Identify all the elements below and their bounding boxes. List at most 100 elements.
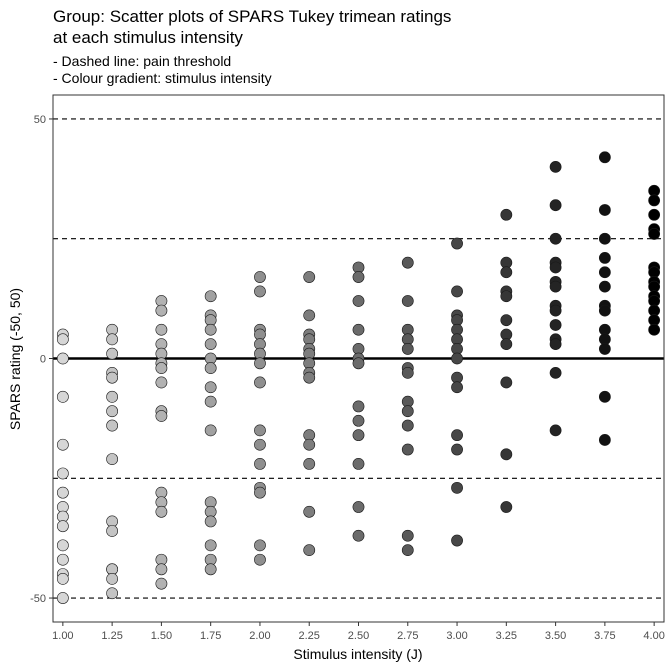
data-point bbox=[106, 587, 119, 600]
y-axis-label: SPARS rating (-50, 50) bbox=[7, 287, 23, 431]
chart-subtitle: - Dashed line: pain threshold - Colour g… bbox=[53, 53, 272, 87]
data-point bbox=[401, 544, 414, 557]
x-tick-label: 2.50 bbox=[348, 630, 369, 642]
x-tick-label: 4.00 bbox=[643, 630, 664, 642]
data-point bbox=[352, 457, 365, 470]
data-point bbox=[500, 314, 513, 327]
data-point bbox=[254, 376, 266, 389]
data-point bbox=[401, 295, 414, 307]
data-point bbox=[598, 266, 611, 279]
data-point bbox=[549, 338, 562, 351]
data-point bbox=[598, 232, 611, 245]
data-point bbox=[500, 290, 513, 303]
data-point bbox=[254, 486, 266, 499]
data-point bbox=[106, 390, 119, 403]
chart-subtitle-line-1: - Dashed line: pain threshold bbox=[53, 53, 232, 69]
data-point bbox=[352, 501, 365, 513]
data-point bbox=[500, 376, 513, 389]
data-point bbox=[204, 539, 217, 552]
data-point bbox=[451, 237, 463, 250]
data-point bbox=[401, 366, 414, 379]
data-point bbox=[204, 515, 217, 528]
x-tick-label: 1.50 bbox=[151, 630, 172, 642]
data-point bbox=[254, 285, 266, 298]
data-point bbox=[155, 304, 168, 317]
data-point bbox=[549, 366, 562, 379]
data-point bbox=[155, 577, 168, 590]
data-point bbox=[106, 525, 119, 537]
chart-title-line-1: Group: Scatter plots of SPARS Tukey trim… bbox=[53, 7, 452, 26]
data-point bbox=[204, 381, 217, 394]
data-point bbox=[598, 434, 611, 446]
data-point bbox=[401, 529, 414, 542]
data-point bbox=[106, 405, 119, 418]
data-point bbox=[352, 414, 365, 427]
data-point bbox=[598, 151, 611, 164]
data-point bbox=[451, 481, 463, 494]
x-tick-label: 2.00 bbox=[249, 630, 270, 642]
x-tick-label: 1.00 bbox=[52, 630, 73, 642]
data-point bbox=[56, 486, 69, 499]
data-point bbox=[56, 352, 69, 365]
data-point bbox=[204, 323, 217, 336]
data-point bbox=[56, 553, 69, 566]
x-tick-label: 3.00 bbox=[446, 630, 467, 642]
data-point bbox=[56, 333, 69, 346]
data-point bbox=[56, 539, 69, 552]
data-point bbox=[204, 338, 217, 351]
x-tick-label: 1.25 bbox=[101, 630, 122, 642]
data-point bbox=[401, 343, 414, 355]
y-tick-label: 0 bbox=[40, 354, 46, 366]
data-point bbox=[56, 520, 69, 533]
data-point bbox=[56, 438, 69, 451]
data-point bbox=[648, 194, 661, 207]
data-point bbox=[549, 304, 562, 317]
data-point bbox=[204, 424, 217, 437]
data-point bbox=[56, 390, 69, 403]
data-point bbox=[204, 395, 217, 408]
data-point bbox=[303, 309, 316, 322]
data-point bbox=[352, 529, 365, 542]
data-point bbox=[598, 280, 611, 293]
data-point bbox=[549, 199, 562, 212]
data-point bbox=[648, 228, 661, 240]
x-tick-label: 3.75 bbox=[594, 630, 615, 642]
data-point bbox=[451, 285, 463, 298]
data-point bbox=[155, 376, 168, 389]
data-point bbox=[204, 563, 217, 576]
data-point bbox=[254, 438, 266, 451]
x-axis-label: Stimulus intensity (J) bbox=[293, 646, 423, 662]
data-point bbox=[401, 419, 414, 432]
data-point bbox=[598, 251, 611, 264]
data-point bbox=[598, 304, 611, 317]
x-tick-label: 1.75 bbox=[200, 630, 221, 642]
data-point bbox=[500, 448, 513, 461]
data-point bbox=[500, 266, 513, 279]
data-point bbox=[155, 505, 168, 518]
x-axis: 1.00 1.25 1.50 1.75 2.00 2.25 2.50 2.75 3.00 3.25… bbox=[52, 622, 665, 642]
data-point bbox=[451, 352, 463, 365]
data-point bbox=[451, 381, 463, 394]
data-point bbox=[56, 467, 69, 480]
x-tick-label: 3.50 bbox=[545, 630, 566, 642]
data-point bbox=[155, 410, 168, 422]
y-tick-label: 50 bbox=[34, 114, 46, 126]
y-axis: -50 0 50 bbox=[30, 114, 53, 605]
data-point bbox=[303, 271, 316, 283]
data-point bbox=[303, 505, 316, 518]
data-point bbox=[254, 271, 266, 283]
data-points bbox=[56, 151, 661, 604]
y-tick-label: -50 bbox=[30, 593, 46, 605]
data-point bbox=[56, 572, 69, 585]
data-point bbox=[204, 362, 217, 374]
data-point bbox=[500, 208, 513, 221]
data-point bbox=[254, 539, 266, 552]
data-point bbox=[155, 563, 168, 576]
data-point bbox=[352, 400, 365, 413]
data-point bbox=[254, 357, 266, 370]
data-point bbox=[401, 443, 414, 456]
chart-title: Group: Scatter plots of SPARS Tukey trim… bbox=[53, 6, 451, 48]
data-point bbox=[648, 208, 661, 221]
data-point bbox=[303, 438, 316, 451]
